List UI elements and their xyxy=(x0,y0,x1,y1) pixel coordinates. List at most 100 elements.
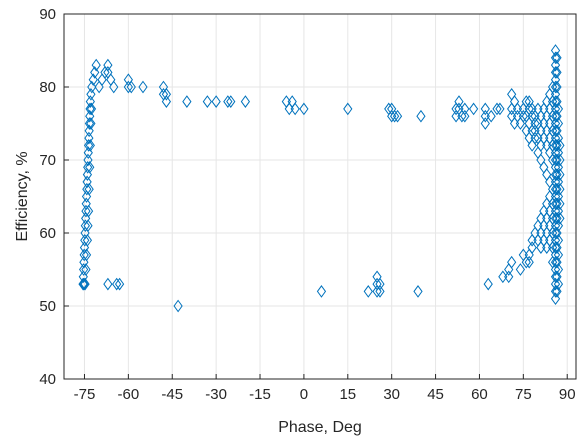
data-point xyxy=(552,139,562,152)
x-tick-label: 30 xyxy=(383,386,400,403)
data-point xyxy=(375,277,385,291)
data-point xyxy=(552,212,562,225)
data-point xyxy=(552,95,562,108)
x-tick-label: -75 xyxy=(74,386,96,403)
data-point xyxy=(343,102,353,116)
y-tick-label: 90 xyxy=(39,6,56,23)
y-axis-label: Efficiency, % xyxy=(14,151,31,241)
data-point xyxy=(552,109,562,123)
data-point xyxy=(78,277,88,291)
data-point xyxy=(416,109,426,123)
data-point xyxy=(83,219,93,233)
data-point xyxy=(80,233,90,247)
data-point xyxy=(211,95,221,108)
data-point xyxy=(550,73,561,87)
data-point xyxy=(83,153,93,167)
data-point xyxy=(161,95,172,108)
data-point xyxy=(553,146,564,160)
data-point xyxy=(550,219,561,233)
data-point xyxy=(83,139,94,152)
x-tick-label: 15 xyxy=(339,386,356,403)
data-point xyxy=(553,263,564,276)
y-tick-label: 50 xyxy=(39,298,56,315)
data-point xyxy=(550,87,561,101)
data-point xyxy=(112,277,122,291)
data-point xyxy=(226,95,236,108)
x-tick-label: -60 xyxy=(118,386,140,403)
data-point xyxy=(550,66,561,79)
data-point xyxy=(495,102,505,116)
data-point xyxy=(552,124,562,138)
data-point xyxy=(161,87,172,101)
data-point xyxy=(552,226,562,240)
data-point xyxy=(553,219,564,233)
data-point xyxy=(550,175,561,189)
data-point xyxy=(550,51,561,65)
data-point xyxy=(173,299,183,313)
x-tick-label: 75 xyxy=(515,386,532,403)
data-point xyxy=(552,51,562,65)
data-point xyxy=(182,95,192,108)
data-point xyxy=(290,102,300,116)
data-point xyxy=(553,190,564,203)
data-point xyxy=(553,233,564,247)
data-point xyxy=(84,131,94,145)
data-point xyxy=(103,277,113,291)
data-point xyxy=(84,124,94,138)
x-tick-label: 45 xyxy=(427,386,444,403)
data-point xyxy=(480,102,490,116)
data-point xyxy=(79,248,89,262)
data-point xyxy=(81,263,91,276)
data-point xyxy=(555,153,565,167)
data-point xyxy=(552,153,562,167)
data-point xyxy=(507,255,517,269)
data-point xyxy=(552,182,562,196)
data-point xyxy=(375,285,385,298)
data-point xyxy=(515,263,526,276)
data-point xyxy=(90,66,100,79)
data-point xyxy=(85,139,95,152)
data-point xyxy=(123,80,133,94)
data-point xyxy=(555,212,565,225)
data-point xyxy=(527,241,537,254)
data-point xyxy=(80,219,90,233)
data-point xyxy=(85,102,95,116)
data-point xyxy=(91,58,101,72)
data-point xyxy=(553,248,564,262)
y-tick-label: 40 xyxy=(39,371,56,388)
data-point xyxy=(553,117,564,130)
data-point xyxy=(80,277,90,291)
x-tick-label: 0 xyxy=(300,386,308,403)
data-point xyxy=(550,204,561,218)
data-point xyxy=(86,102,97,116)
data-point xyxy=(240,95,251,108)
data-point xyxy=(552,270,562,284)
data-point xyxy=(550,292,561,306)
data-point xyxy=(85,109,95,123)
x-tick-label: -15 xyxy=(249,386,271,403)
data-point xyxy=(86,117,96,130)
data-point xyxy=(483,277,493,291)
x-tick-label: 90 xyxy=(559,386,576,403)
data-point xyxy=(88,73,98,87)
data-point xyxy=(552,80,562,94)
data-point xyxy=(492,102,502,116)
data-point xyxy=(553,102,564,116)
data-point xyxy=(530,117,540,130)
data-point xyxy=(550,248,561,262)
data-point xyxy=(552,255,562,269)
data-point xyxy=(299,102,309,116)
data-point xyxy=(550,80,561,94)
data-point xyxy=(316,285,327,298)
data-point xyxy=(460,102,470,116)
data-point xyxy=(552,197,562,211)
data-point xyxy=(552,241,562,254)
data-point xyxy=(223,95,233,108)
data-point xyxy=(138,80,148,94)
x-tick-label: -30 xyxy=(205,386,227,403)
tick-layer: -75 -60 -45 -30 -15 0 15 30 45 60 75 90 40 50 60 70 80 90 xyxy=(39,6,575,403)
data-point xyxy=(550,131,561,145)
data-point xyxy=(103,58,113,72)
